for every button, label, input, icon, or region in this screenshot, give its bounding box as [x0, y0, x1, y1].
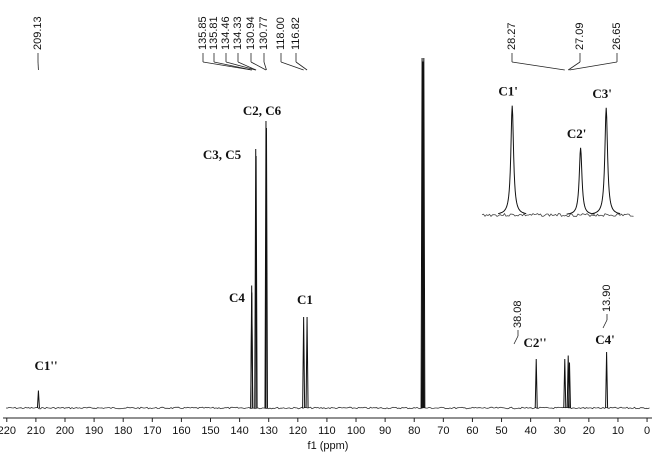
x-tick-label: 180 [114, 425, 132, 437]
x-axis-label: f1 (ppm) [308, 440, 349, 452]
x-tick-label: 0 [644, 425, 650, 437]
assignment-label: C4' [595, 332, 615, 347]
label-connector [295, 61, 308, 71]
label-connector [250, 61, 267, 71]
inset-label: C3' [592, 86, 612, 101]
x-tick-label: 60 [466, 425, 478, 437]
assignment-label: C3, C5 [203, 147, 242, 162]
inset-peak [566, 147, 595, 215]
peak [36, 390, 40, 409]
peak [605, 351, 609, 409]
shift-label: 130.77 [258, 16, 270, 50]
peak [302, 316, 306, 409]
peak [305, 316, 309, 409]
x-tick-label: 210 [27, 425, 45, 437]
shift-label: 134.33 [232, 16, 244, 50]
label-connector [237, 61, 257, 71]
inset-peak [592, 107, 621, 215]
peak [563, 358, 567, 409]
x-tick-label: 150 [201, 425, 219, 437]
inset-label: C2' [567, 126, 587, 141]
shift-label: 28.27 [506, 22, 518, 50]
peak [422, 57, 426, 409]
peak [264, 127, 268, 409]
shift-label: 27.09 [574, 22, 586, 50]
label-connector [569, 61, 618, 71]
x-tick-label: 120 [289, 425, 307, 437]
inset-peak [498, 105, 527, 215]
shift-label: 130.94 [245, 16, 257, 50]
shift-label: 135.81 [208, 16, 220, 50]
shift-label: 134.46 [220, 16, 232, 50]
inset-baseline [481, 212, 634, 218]
x-tick-label: 20 [583, 425, 595, 437]
shift-label: 26.65 [611, 22, 623, 50]
peak [254, 155, 258, 409]
label-connector [567, 61, 581, 71]
x-tick-label: 10 [612, 425, 624, 437]
label-connector [263, 61, 267, 71]
x-tick-label: 130 [260, 425, 278, 437]
x-tick-label: 90 [379, 425, 391, 437]
x-tick-label: 70 [437, 425, 449, 437]
peak [534, 358, 538, 409]
label-connector [513, 335, 519, 345]
shift-label: 209.13 [32, 16, 44, 50]
x-tick-label: 200 [56, 425, 74, 437]
shift-label: 13.90 [601, 284, 613, 312]
x-tick-label: 100 [347, 425, 365, 437]
x-tick-label: 30 [554, 425, 566, 437]
label-connector [511, 61, 565, 71]
shift-label: 118.00 [275, 17, 287, 50]
assignment-label: C2, C6 [243, 103, 282, 118]
shift-label: 116.82 [290, 17, 302, 50]
baseline [5, 406, 650, 410]
assignment-label: C2'' [523, 335, 546, 350]
assignment-label: C4 [229, 290, 245, 305]
inset-label: C1' [498, 84, 518, 99]
label-connector [602, 319, 608, 329]
x-tick-label: 50 [495, 425, 507, 437]
assignment-label: C1 [297, 292, 313, 307]
x-tick-label: 80 [408, 425, 420, 437]
x-tick-label: 190 [85, 425, 103, 437]
x-tick-label: 140 [230, 425, 248, 437]
label-connector [280, 61, 304, 71]
x-tick-label: 160 [172, 425, 190, 437]
x-tick-label: 220 [0, 425, 16, 437]
assignment-label: C1'' [34, 358, 57, 373]
x-tick-label: 40 [525, 425, 537, 437]
peak [250, 292, 254, 409]
label-connector [213, 61, 252, 71]
x-tick-label: 110 [318, 425, 336, 437]
x-tick-label: 170 [143, 425, 161, 437]
shift-label: 38.08 [512, 300, 524, 328]
shift-label: 135.85 [197, 16, 209, 50]
peak [567, 362, 571, 409]
label-connector [225, 61, 256, 71]
